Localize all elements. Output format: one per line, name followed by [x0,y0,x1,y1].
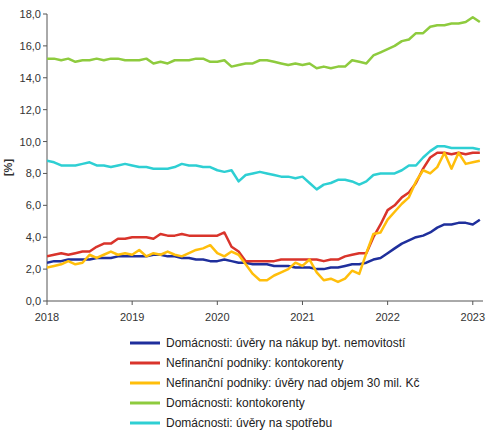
y-tick-label: 6,0 [26,199,41,211]
y-tick-label: 18,0 [20,8,41,20]
y-tick [43,205,47,206]
chart: 0,0 2,0 4,0 6,0 8,0 10,0 12,0 14,0 16,0 18,0 2018 2… [0,0,501,438]
series-line [47,17,480,68]
y-tick [43,173,47,174]
x-tick-label: 2019 [120,311,144,323]
x-tick [472,301,473,305]
y-tick [43,269,47,270]
x-tick-label: 2021 [290,311,314,323]
x-tick-label: 2023 [461,311,485,323]
y-axis [47,14,48,301]
legend-swatch [130,362,160,365]
legend-label: Nefinanční podniky: kontokorenty [166,356,343,370]
x-tick [387,301,388,305]
x-tick [47,301,48,305]
y-axis-label: [%] [2,159,14,176]
x-tick-label: 2018 [35,311,59,323]
x-tick [132,301,133,305]
legend-label: Domácnosti: úvěry na spotřebu [166,416,332,430]
y-tick-label: 14,0 [20,72,41,84]
x-tick-label: 2022 [375,311,399,323]
y-tick-label: 4,0 [26,231,41,243]
legend-swatch [130,422,160,425]
x-tick [302,301,303,305]
legend-label: Domácnosti: kontokorenty [166,396,305,410]
y-tick [43,237,47,238]
x-tick-label: 2020 [205,311,229,323]
y-tick-label: 12,0 [20,104,41,116]
legend-label: Nefinanční podniky: úvěry nad objem 30 m… [166,376,419,390]
series-line [47,153,480,261]
x-tick [217,301,218,305]
y-tick [43,109,47,110]
legend-swatch [130,402,160,405]
y-tick [43,14,47,15]
y-tick-label: 2,0 [26,263,41,275]
y-tick [43,301,47,302]
series-line [47,146,480,189]
y-tick-label: 8,0 [26,167,41,179]
legend-label: Domácnosti: úvěry na nákup byt. nemovito… [166,336,406,350]
y-tick-label: 0,0 [26,295,41,307]
y-tick [43,45,47,46]
y-tick-label: 16,0 [20,40,41,52]
x-axis [47,301,483,302]
legend-swatch [130,382,160,385]
y-tick [43,141,47,142]
legend-swatch [130,342,160,345]
plot-area [47,17,480,282]
y-tick-label: 10,0 [20,136,41,148]
y-tick [43,77,47,78]
